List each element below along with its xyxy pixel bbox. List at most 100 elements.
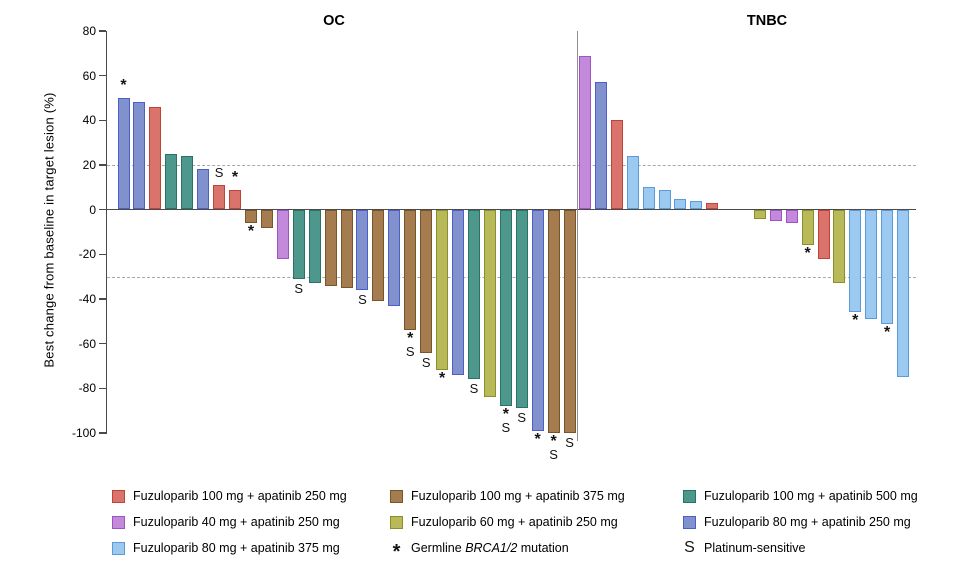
bar-tnbc-9 xyxy=(706,202,719,209)
legend-item-f100a500: Fuzuloparib 100 mg + apatinib 500 mg xyxy=(683,488,918,504)
y-tick-label-20: 20 xyxy=(82,158,96,172)
legend-label: Fuzuloparib 100 mg + apatinib 375 mg xyxy=(411,489,625,503)
bar-tnbc-17 xyxy=(865,210,878,320)
mark-platinum-sensitive: S xyxy=(549,447,558,462)
bar-tnbc-10 xyxy=(753,210,766,219)
bar-oc-16 xyxy=(356,210,369,291)
legend-label: Fuzuloparib 80 mg + apatinib 250 mg xyxy=(704,515,911,529)
bar-oc-4 xyxy=(165,153,178,209)
mark-germline-brca-mutation: * xyxy=(852,312,859,330)
legend-swatch-f100a375 xyxy=(390,489,403,503)
panel-title-oc: OC xyxy=(323,13,345,29)
mark-germline-brca-mutation: * xyxy=(247,223,255,241)
legend-label: Germline BRCA1/2 mutation xyxy=(411,541,569,555)
mark-germline-brca-mutation: * xyxy=(502,406,509,424)
y-tick--60 xyxy=(99,343,106,345)
bar-oc-7 xyxy=(213,185,226,209)
legend-label: Fuzuloparib 60 mg + apatinib 250 mg xyxy=(411,515,618,529)
y-tick--100 xyxy=(99,432,106,434)
bar-oc-19 xyxy=(404,210,417,331)
mark-germline-brca-mutation: * xyxy=(883,323,891,341)
y-tick-label--80: -80 xyxy=(78,381,96,396)
legend-item-f100a375: Fuzuloparib 100 mg + apatinib 375 mg xyxy=(390,488,625,504)
y-tick-label-40: 40 xyxy=(82,113,96,128)
bar-oc-9 xyxy=(244,210,257,224)
bar-oc-26 xyxy=(515,210,528,409)
legend-item-f60a250: Fuzuloparib 60 mg + apatinib 250 mg xyxy=(390,514,618,530)
y-tick--40 xyxy=(99,298,106,300)
bar-oc-6 xyxy=(197,169,210,209)
y-tick-60 xyxy=(99,75,106,77)
bar-tnbc-14 xyxy=(817,210,830,259)
legend-swatch-f60a250 xyxy=(390,515,403,529)
legend-label: Fuzuloparib 80 mg + apatinib 375 mg xyxy=(133,541,340,555)
bar-oc-11 xyxy=(276,210,289,259)
bar-tnbc-16 xyxy=(849,210,862,313)
y-tick-label-80: 80 xyxy=(82,24,96,38)
bar-oc-22 xyxy=(452,210,465,375)
legend-item-f100a250: Fuzuloparib 100 mg + apatinib 250 mg xyxy=(112,488,347,504)
bar-tnbc-15 xyxy=(833,210,846,284)
bar-oc-17 xyxy=(372,210,385,302)
mark-platinum-sensitive: S xyxy=(214,165,224,181)
bar-tnbc-19 xyxy=(897,210,909,378)
bar-tnbc-5 xyxy=(642,187,655,209)
y-tick--20 xyxy=(99,253,106,255)
bar-oc-10 xyxy=(260,210,273,228)
y-tick-label--100: -100 xyxy=(71,426,96,440)
bar-oc-1 xyxy=(117,98,130,209)
mark-platinum-sensitive: S xyxy=(469,381,479,397)
legend-swatch-f100a250 xyxy=(112,489,125,503)
bar-oc-2 xyxy=(133,102,146,209)
bar-oc-18 xyxy=(388,210,401,306)
y-tick-label-60: 60 xyxy=(82,68,96,83)
mark-platinum-sensitive: S xyxy=(517,410,527,426)
bar-tnbc-18 xyxy=(881,210,894,324)
s-symbol: S xyxy=(684,539,695,556)
y-tick-40 xyxy=(99,119,106,121)
bar-tnbc-6 xyxy=(658,189,671,209)
bar-oc-27 xyxy=(531,210,544,431)
bar-oc-25 xyxy=(499,210,512,407)
mark-platinum-sensitive: S xyxy=(565,435,574,450)
legend-swatch-f40a250 xyxy=(112,515,125,529)
panel-title-tnbc: TNBC xyxy=(746,13,788,29)
legend-label: Fuzuloparib 100 mg + apatinib 250 mg xyxy=(133,489,347,503)
bar-tnbc-11 xyxy=(769,210,782,221)
bar-oc-24 xyxy=(483,210,496,398)
legend-item-f80a375: Fuzuloparib 80 mg + apatinib 375 mg xyxy=(112,540,340,556)
bar-oc-29 xyxy=(563,210,576,433)
mark-germline-brca-mutation: * xyxy=(407,330,414,348)
legend-label: Platinum-sensitive xyxy=(704,541,806,555)
bar-oc-14 xyxy=(324,210,337,286)
bar-oc-5 xyxy=(181,156,194,209)
bar-tnbc-8 xyxy=(690,200,703,209)
bar-tnbc-3 xyxy=(610,120,623,209)
mark-germline-brca-mutation: * xyxy=(534,430,541,448)
legend-swatch-f80a250 xyxy=(683,515,696,529)
legend-swatch-f100a500 xyxy=(683,489,696,503)
bar-oc-12 xyxy=(292,210,305,279)
mark-platinum-sensitive: S xyxy=(501,420,511,436)
bar-tnbc-1 xyxy=(579,55,591,209)
mark-germline-brca-mutation: * xyxy=(804,245,811,263)
y-tick-label--60: -60 xyxy=(78,336,96,351)
y-tick-label-0: 0 xyxy=(89,202,96,217)
bar-oc-28 xyxy=(547,210,560,433)
mark-germline-brca-mutation: * xyxy=(550,433,557,450)
bar-oc-15 xyxy=(340,210,353,288)
reference-line-20 xyxy=(107,165,916,166)
bar-tnbc-4 xyxy=(626,156,639,209)
legend-item-germline-brca-mutation: * Germline BRCA1/2 mutation xyxy=(390,540,569,563)
mark-platinum-sensitive: S xyxy=(421,354,431,370)
bar-oc-3 xyxy=(149,106,162,209)
y-tick-label--40: -40 xyxy=(78,292,96,306)
bar-tnbc-2 xyxy=(594,82,607,209)
y-tick--80 xyxy=(99,387,106,389)
legend-item-platinum-sensitive: S Platinum-sensitive xyxy=(683,539,806,556)
legend-swatch-f80a375 xyxy=(112,541,125,555)
y-tick-0 xyxy=(99,209,106,211)
mark-platinum-sensitive: S xyxy=(358,292,367,308)
legend-item-f40a250: Fuzuloparib 40 mg + apatinib 250 mg xyxy=(112,514,340,530)
